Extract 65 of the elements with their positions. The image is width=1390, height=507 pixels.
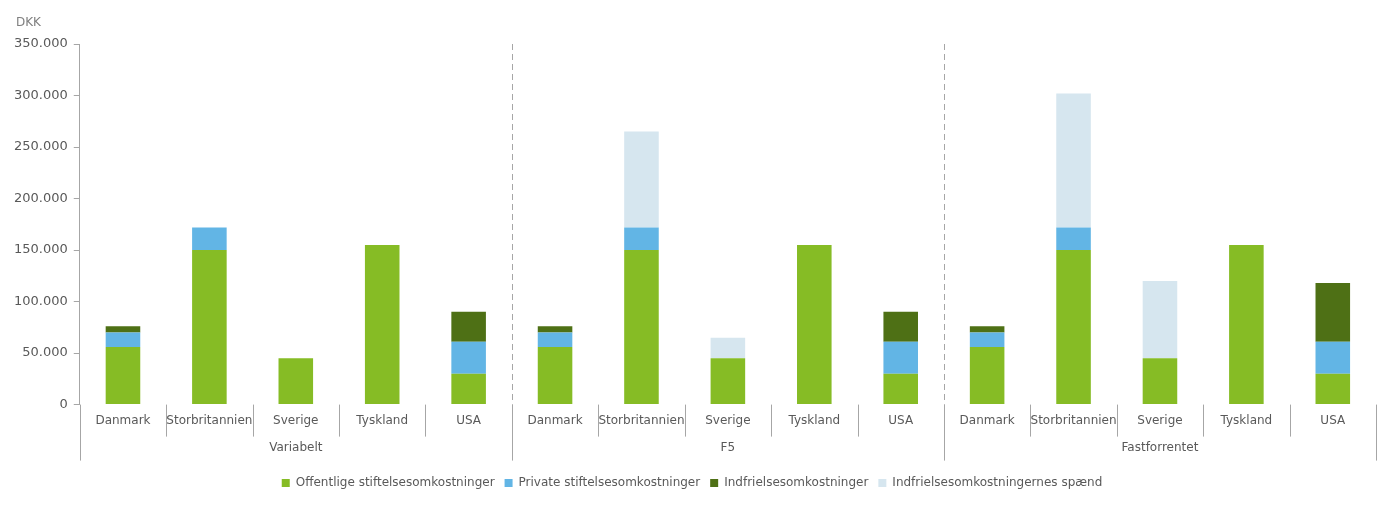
bar	[451, 341, 486, 374]
x-tick-label: Danmark	[959, 412, 1015, 427]
bar	[883, 341, 918, 374]
legend-label: Indfrielsesomkostninger	[724, 475, 869, 490]
x-tick-label: Tyskland	[1219, 412, 1273, 427]
y-tick-label: 350.000	[13, 35, 68, 51]
x-tick-label: USA	[456, 412, 482, 427]
x-tick-label: Storbritannien	[166, 412, 253, 427]
bar	[451, 311, 486, 342]
x-tick-label: USA	[1320, 412, 1346, 427]
bar	[624, 227, 659, 251]
bar	[1142, 280, 1178, 359]
bar	[710, 358, 746, 405]
x-tick-label: Tyskland	[355, 412, 409, 427]
text: F5	[720, 439, 736, 454]
bar	[1056, 250, 1091, 405]
bar	[1056, 227, 1091, 251]
bar	[710, 337, 746, 359]
x-tick-label: Sverige	[273, 412, 319, 427]
bar	[624, 250, 659, 405]
legend-label: Indfrielsesomkostningernes spænd	[892, 475, 1103, 490]
x-tick-label: Sverige	[705, 412, 751, 427]
x-tick-label: Danmark	[95, 412, 151, 427]
bar	[1315, 373, 1351, 405]
y-tick-label: 100.000	[13, 292, 68, 308]
legend-label: Private stiftelsesomkostninger	[518, 475, 701, 490]
x-tick-label: Sverige	[1137, 412, 1183, 427]
bar	[969, 326, 1005, 333]
y-axis-title: DKK	[16, 15, 43, 30]
y-tick-label: 200.000	[13, 189, 68, 205]
bar	[883, 373, 918, 405]
bar	[451, 373, 486, 405]
y-tick-label: 150.000	[13, 241, 68, 257]
bar	[797, 244, 832, 405]
bar	[537, 346, 573, 405]
bar	[1056, 93, 1091, 228]
x-tick-label: Tyskland	[787, 412, 841, 427]
legend-label: Offentlige stiftelsesomkostninger	[295, 475, 495, 490]
bar	[1229, 244, 1264, 405]
bar	[105, 346, 141, 405]
bar	[969, 332, 1005, 347]
bar	[192, 250, 227, 405]
bar	[1315, 283, 1351, 342]
x-tick-label: Storbritannien	[1030, 412, 1117, 427]
y-tick-label: 0	[59, 395, 68, 411]
bar	[537, 332, 573, 347]
text: Fastforrentet	[1121, 439, 1199, 454]
bar	[192, 227, 227, 251]
y-tick-label: 300.000	[13, 86, 68, 102]
bar	[624, 131, 659, 228]
bar	[969, 346, 1005, 405]
x-tick-label: Danmark	[527, 412, 583, 427]
text: Variabelt	[269, 439, 323, 454]
bar	[1315, 341, 1351, 374]
bar	[883, 311, 918, 342]
bar	[278, 358, 314, 405]
y-tick-label: 50.000	[22, 344, 68, 360]
y-tick-label: 250.000	[13, 138, 68, 154]
bar	[105, 326, 141, 333]
bar	[105, 332, 141, 347]
bar	[364, 244, 400, 405]
x-tick-label: Storbritannien	[598, 412, 685, 427]
bar	[1142, 358, 1178, 405]
x-tick-label: USA	[888, 412, 914, 427]
bar	[537, 326, 573, 333]
